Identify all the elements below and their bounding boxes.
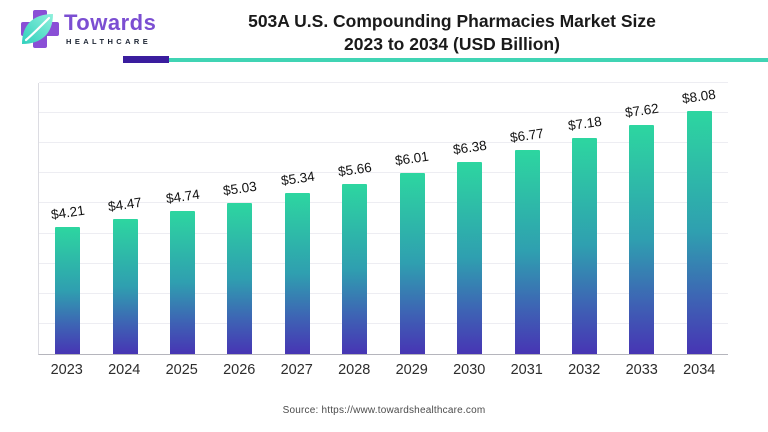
bar-value-label-2029: $6.01 [394,148,431,169]
bar-value-label-2025: $4.74 [164,187,201,207]
source-note: Source: https://www.towardshealthcare.co… [282,405,486,416]
bar-group-2024: $4.47 [96,83,153,354]
bar-group-2023: $4.21 [39,83,96,354]
bar-group-2025: $4.74 [154,83,211,354]
gridline [39,202,728,204]
bar-value-label-2024: $4.47 [107,195,143,215]
plot-area: $4.21 $4.47 $4.74 $5.03 $5.34 $5.66 $6.01 $6.38… [38,82,728,355]
bar-2027 [284,193,310,354]
gridline [39,232,728,234]
gridline [39,82,728,83]
bars-row: $4.21 $4.47 $4.74 $5.03 $5.34 $5.66 $6.01 $6.38… [39,83,728,354]
gridline [39,172,728,174]
gridline [39,292,728,294]
bar-value-label-2033: $7.62 [624,100,660,120]
logo-cross-leaf-icon [21,10,59,48]
bar-2024 [112,219,138,354]
bar-2029 [399,173,425,354]
bar-group-2033: $7.62 [613,83,670,354]
bar-2032 [572,137,597,354]
x-axis-label-2023: 2023 [50,362,83,378]
x-axis-label-2032: 2032 [568,362,601,378]
x-axis-label-2026: 2026 [223,362,256,378]
chart-title-line1: 503A U.S. Compounding Pharmacies Market … [248,11,656,31]
bar-group-2027: $5.34 [269,83,326,354]
bar-2023 [55,227,81,354]
x-axis-label-2031: 2031 [510,362,543,378]
x-axis-label-2025: 2025 [165,362,198,378]
bar-2030 [457,161,483,354]
brand-subname: HEALTHCARE [66,37,152,46]
bar-value-label-2026: $5.03 [222,178,258,198]
x-axis-label-2034: 2034 [683,362,716,378]
bar-value-label-2028: $5.66 [337,159,373,179]
bar-2026 [227,202,253,354]
title-underline-purple [123,56,169,63]
gridline [39,262,728,264]
logo: Towards HEALTHCARE [18,8,218,56]
bar-value-label-2030: $6.38 [451,137,488,158]
bar-2025 [170,211,196,354]
title-underline-teal [169,57,768,62]
bar-2034 [686,110,712,354]
bar-2031 [514,150,540,354]
bar-group-2028: $5.66 [326,83,383,354]
chart-title-line2: 2023 to 2034 (USD Billion) [344,34,560,54]
gridline [39,112,728,114]
x-axis-label-2033: 2033 [625,362,658,378]
x-axis-label-2030: 2030 [453,362,486,378]
bar-group-2032: $7.18 [556,83,613,354]
chart-title: 503A U.S. Compounding Pharmacies Market … [140,10,764,56]
gridline [39,322,728,324]
bar-value-label-2034: $8.08 [681,86,718,106]
bar-group-2029: $6.01 [384,83,441,354]
x-axis-labels: 2023 2024 2025 2026 2027 2028 2029 2030 2031 2032… [38,362,728,378]
bar-2033 [629,124,655,354]
bar-value-label-2032: $7.18 [566,113,603,134]
bar-group-2031: $6.77 [498,83,555,354]
bar-group-2034: $8.08 [671,83,728,354]
bar-group-2026: $5.03 [211,83,268,354]
bar-value-label-2023: $4.21 [49,202,86,223]
x-axis-label-2028: 2028 [338,362,371,378]
bar-group-2030: $6.38 [441,83,498,354]
bar-value-label-2027: $5.34 [279,168,316,189]
bar-value-label-2031: $6.77 [509,125,545,146]
bar-2028 [342,183,368,354]
x-axis-label-2027: 2027 [280,362,313,378]
x-axis-label-2029: 2029 [395,362,428,378]
gridline [39,142,728,144]
brand-name: Towards [64,10,157,35]
x-axis-label-2024: 2024 [108,362,141,378]
